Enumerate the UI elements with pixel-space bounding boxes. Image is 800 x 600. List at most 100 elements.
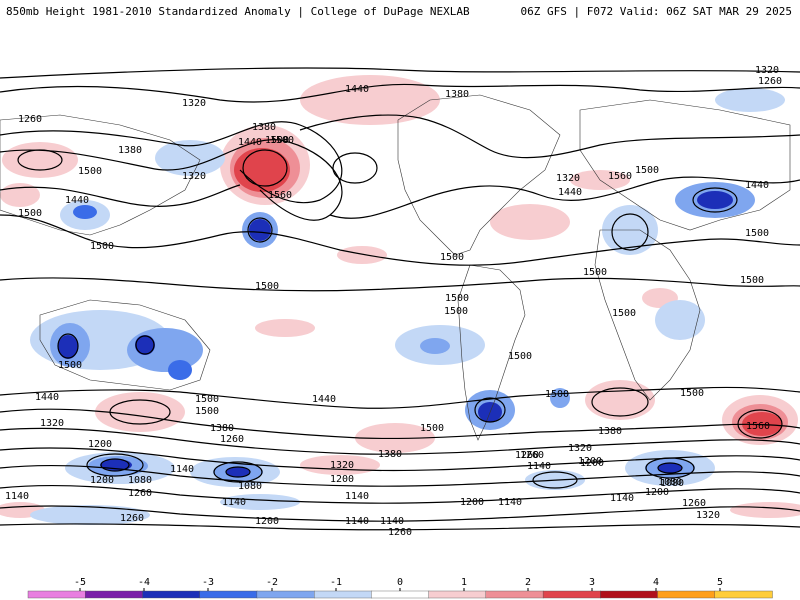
contour-label: 1320 bbox=[755, 65, 779, 76]
contour-label: 1380 bbox=[210, 423, 234, 434]
contour-label: 1140 bbox=[498, 497, 522, 508]
contour-label: 1560 bbox=[608, 171, 632, 182]
contour-labels: 1320 1260 1440 1380 1380 1500 1440 1560 … bbox=[5, 65, 782, 538]
map-title: 850mb Height 1981-2010 Standardized Anom… bbox=[6, 5, 470, 18]
colorbar-swatch bbox=[657, 590, 716, 599]
anomaly-map: 1320 1260 1440 1380 1380 1500 1440 1560 … bbox=[0, 40, 800, 538]
contour-label: 1320 bbox=[330, 460, 354, 471]
colorbar-swatch bbox=[84, 590, 144, 599]
contour-label: 1380 bbox=[252, 122, 276, 133]
contour-label: 1260 bbox=[120, 513, 144, 524]
colorbar-swatch bbox=[371, 590, 430, 599]
contour-label: 1500 bbox=[508, 351, 532, 362]
contour-label: 1380 bbox=[598, 426, 622, 437]
contour-label: 1080 bbox=[238, 481, 262, 492]
contour-label: 1500 bbox=[255, 281, 279, 292]
colorbar-tick-label: 5 bbox=[717, 577, 723, 588]
contour-label: 1140 bbox=[380, 516, 404, 527]
contour-label: 1320 bbox=[556, 173, 580, 184]
contour-label: 1380 bbox=[445, 89, 469, 100]
contour-label: 1200 bbox=[90, 475, 114, 486]
contour-label: 1500 bbox=[420, 423, 444, 434]
contour-label: 1440 bbox=[558, 187, 582, 198]
contour-label: 1140 bbox=[527, 461, 551, 472]
contour-label: 1200 bbox=[88, 439, 112, 450]
contour-label: 1260 bbox=[682, 498, 706, 509]
contour-label: 1500 bbox=[680, 388, 704, 399]
contour-label: 1500 bbox=[90, 241, 114, 252]
contour-label: 1140 bbox=[170, 464, 194, 475]
contour-label: 1560 bbox=[746, 421, 770, 432]
contour-label: 1440 bbox=[35, 392, 59, 403]
colorbar-swatch bbox=[142, 590, 201, 599]
colorbar: -5 -4 -3 -2 -1 0 1 2 3 4 5 bbox=[27, 577, 773, 599]
contour-label: 1260 bbox=[220, 434, 244, 445]
colorbar-tick-label: 4 bbox=[653, 577, 659, 588]
model-valid-time: 06Z GFS | F072 Valid: 06Z SAT MAR 29 202… bbox=[520, 5, 792, 18]
contour-label: 1140 bbox=[222, 497, 246, 508]
contour-label: 1500 bbox=[18, 208, 42, 219]
contour-label: 1560 bbox=[268, 190, 292, 201]
contour-label: 1380 bbox=[118, 145, 142, 156]
colorbar-swatch bbox=[428, 590, 487, 599]
contour-label: 1260 bbox=[515, 450, 539, 461]
contour-label: 1440 bbox=[745, 180, 769, 191]
contour-label: 1080 bbox=[660, 478, 684, 489]
contour-label: 1260 bbox=[18, 114, 42, 125]
contour-label: 1200 bbox=[330, 474, 354, 485]
contour-label: 1320 bbox=[182, 171, 206, 182]
colorbar-tick-label: -3 bbox=[202, 577, 214, 588]
contour-label: 1200 bbox=[578, 456, 602, 467]
contour-label: 1440 bbox=[65, 195, 89, 206]
contour-label: 1440 bbox=[238, 137, 262, 148]
height-contours bbox=[0, 67, 800, 531]
contour-label: 1200 bbox=[580, 458, 604, 469]
negative-anomaly-areas bbox=[30, 88, 785, 525]
colorbar-tick-label: 3 bbox=[589, 577, 595, 588]
colorbar-swatch bbox=[600, 590, 659, 599]
contour-label: 1500 bbox=[612, 308, 636, 319]
contour-label: 1500 bbox=[635, 165, 659, 176]
contour-label: 1500 bbox=[545, 389, 569, 400]
colorbar-tick-label: -4 bbox=[138, 577, 150, 588]
colorbar-tick-label: 0 bbox=[397, 577, 403, 588]
contour-label: 1500 bbox=[583, 267, 607, 278]
contour-label: 1140 bbox=[345, 516, 369, 527]
contour-label: 1140 bbox=[610, 493, 634, 504]
colorbar-swatch bbox=[199, 590, 258, 599]
contour-label: 1500 bbox=[740, 275, 764, 286]
contour-label: 1320 bbox=[696, 510, 720, 521]
contour-label: 1260 bbox=[388, 527, 412, 538]
colorbar-swatch bbox=[256, 590, 315, 599]
coastlines bbox=[0, 94, 791, 441]
contour-label: 1500 bbox=[444, 306, 468, 317]
contour-label: 1320 bbox=[40, 418, 64, 429]
contour-label: 1200 bbox=[645, 487, 669, 498]
contour-label: 1500 bbox=[58, 360, 82, 371]
contour-label: 1260 bbox=[758, 76, 782, 87]
colorbar-swatch bbox=[314, 590, 373, 599]
colorbar-swatch bbox=[27, 590, 86, 599]
contour-label: 1200 bbox=[255, 516, 279, 527]
contour-label: 1500 bbox=[265, 135, 289, 146]
colorbar-tick-label: -1 bbox=[330, 577, 342, 588]
colorbar-swatch bbox=[542, 590, 601, 599]
contour-label: 1260 bbox=[520, 450, 544, 461]
colorbar-tick-label: -5 bbox=[74, 577, 86, 588]
contour-label: 1500 bbox=[195, 406, 219, 417]
colorbar-swatches bbox=[27, 590, 773, 599]
contour-label: 1500 bbox=[78, 166, 102, 177]
colorbar-tick-label: 2 bbox=[525, 577, 531, 588]
colorbar-swatch bbox=[714, 590, 773, 599]
contour-label: 1320 bbox=[568, 443, 592, 454]
contour-label: 1260 bbox=[128, 488, 152, 499]
contour-label: 1080 bbox=[128, 475, 152, 486]
colorbar-tick-label: 1 bbox=[461, 577, 467, 588]
colorbar-swatch bbox=[485, 590, 544, 599]
contour-label: 1080 bbox=[658, 477, 682, 488]
colorbar-ticks: -5 -4 -3 -2 -1 0 1 2 3 4 5 bbox=[74, 577, 723, 591]
contour-label: 1320 bbox=[182, 98, 206, 109]
contour-label: 1500 bbox=[195, 394, 219, 405]
contour-label: 1500 bbox=[445, 293, 469, 304]
header-bar: 850mb Height 1981-2010 Standardized Anom… bbox=[0, 0, 800, 22]
